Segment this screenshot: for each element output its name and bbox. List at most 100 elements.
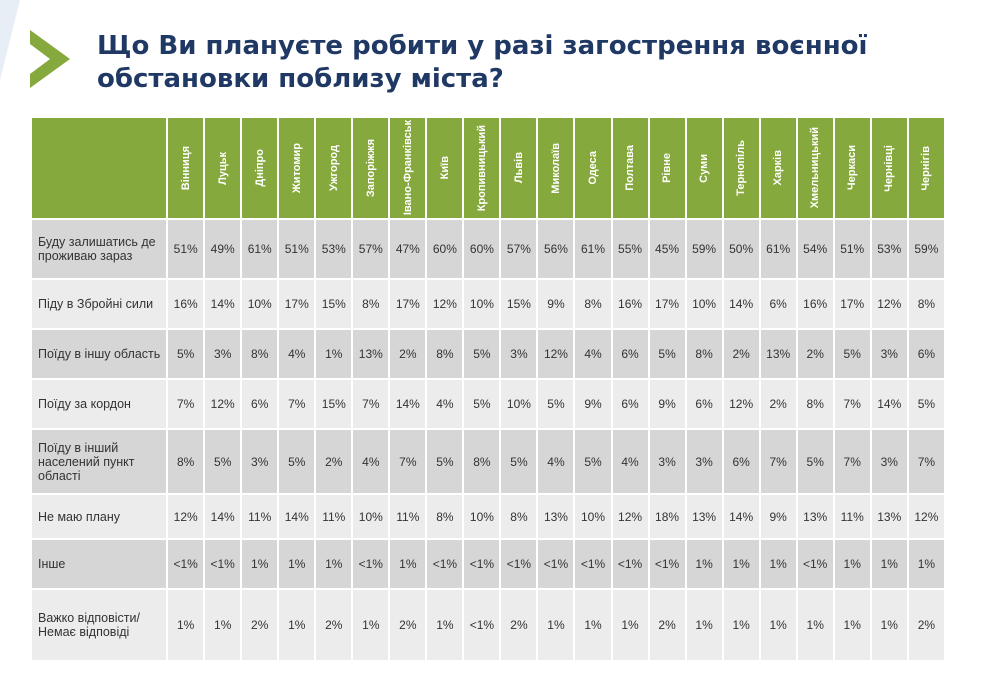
green-arrow-icon xyxy=(30,30,70,88)
value-cell: 9% xyxy=(760,495,796,540)
value-cell: 1% xyxy=(279,540,315,590)
value-cell: 8% xyxy=(168,430,204,495)
page-title: Що Ви плануєте робити у разі загострення… xyxy=(97,31,868,94)
value-cell: 5% xyxy=(797,430,833,495)
value-cell: 8% xyxy=(908,280,944,330)
value-cell: 12% xyxy=(908,495,944,540)
value-cell: 15% xyxy=(501,280,537,330)
value-cell: 8% xyxy=(353,280,389,330)
value-cell: 5% xyxy=(427,430,463,495)
value-cell: 4% xyxy=(427,380,463,430)
column-header-label: Вінниця xyxy=(179,145,192,191)
column-header-label: Івано-Франківськ xyxy=(401,120,414,216)
column-header-label: Чернігів xyxy=(920,145,933,191)
value-cell: 6% xyxy=(908,330,944,380)
value-cell: 7% xyxy=(353,380,389,430)
survey-table: Вінниця Луцьк Дніпро Житомир Ужгород Запоріжж… xyxy=(30,118,946,662)
value-cell: 59% xyxy=(908,220,944,280)
value-cell: 7% xyxy=(834,430,870,495)
value-cell: 3% xyxy=(205,330,241,380)
value-cell: 5% xyxy=(908,380,944,430)
value-cell: 3% xyxy=(242,430,278,495)
column-header: Тернопіль xyxy=(723,118,759,220)
value-cell: 12% xyxy=(723,380,759,430)
column-header: Київ xyxy=(427,118,463,220)
table-row: Буду залишатись де проживаю зараз 51% 49% 6… xyxy=(32,220,944,280)
value-cell: <1% xyxy=(649,540,685,590)
column-header: Миколаїв xyxy=(538,118,574,220)
value-cell: 2% xyxy=(797,330,833,380)
value-cell: 5% xyxy=(575,430,611,495)
value-cell: 12% xyxy=(538,330,574,380)
value-cell: 13% xyxy=(686,495,722,540)
value-cell: 1% xyxy=(168,590,204,662)
value-cell: 9% xyxy=(538,280,574,330)
value-cell: 5% xyxy=(279,430,315,495)
value-cell: <1% xyxy=(538,540,574,590)
value-cell: 10% xyxy=(501,380,537,430)
column-header-label: Тернопіль xyxy=(735,140,748,196)
value-cell: 2% xyxy=(316,430,352,495)
value-cell: 8% xyxy=(797,380,833,430)
value-cell: 51% xyxy=(168,220,204,280)
column-header: Івано-Франківськ xyxy=(390,118,426,220)
value-cell: 5% xyxy=(834,330,870,380)
column-header: Полтава xyxy=(612,118,648,220)
value-cell: <1% xyxy=(797,540,833,590)
value-cell: <1% xyxy=(612,540,648,590)
row-label: Піду в Збройні сили xyxy=(32,280,167,330)
value-cell: 51% xyxy=(834,220,870,280)
value-cell: 12% xyxy=(427,280,463,330)
value-cell: 6% xyxy=(612,380,648,430)
value-cell: 12% xyxy=(871,280,907,330)
row-label: Важко відповісти/Немає відповіді xyxy=(32,590,167,662)
column-header-label: Київ xyxy=(438,156,451,180)
row-label: Поїду в інший населений пункт області xyxy=(32,430,167,495)
table-row: Піду в Збройні сили 16% 14% 10% 17% 15% 8% 17% 1… xyxy=(32,280,944,330)
value-cell: 16% xyxy=(797,280,833,330)
value-cell: 8% xyxy=(575,280,611,330)
value-cell: 9% xyxy=(575,380,611,430)
value-cell: 2% xyxy=(501,590,537,662)
column-header: Рівне xyxy=(649,118,685,220)
column-header: Кропивницький xyxy=(464,118,500,220)
value-cell: 14% xyxy=(279,495,315,540)
value-cell: 5% xyxy=(538,380,574,430)
value-cell: 16% xyxy=(612,280,648,330)
value-cell: 10% xyxy=(575,495,611,540)
column-header: Дніпро xyxy=(242,118,278,220)
value-cell: 1% xyxy=(205,590,241,662)
column-header: Черкаси xyxy=(834,118,870,220)
value-cell: <1% xyxy=(168,540,204,590)
value-cell: <1% xyxy=(464,590,500,662)
value-cell: 13% xyxy=(797,495,833,540)
column-header-label: Черкаси xyxy=(846,145,859,191)
value-cell: 6% xyxy=(686,380,722,430)
value-cell: 17% xyxy=(390,280,426,330)
value-cell: 15% xyxy=(316,380,352,430)
value-cell: 8% xyxy=(427,330,463,380)
value-cell: 55% xyxy=(612,220,648,280)
column-header: Житомир xyxy=(279,118,315,220)
value-cell: 1% xyxy=(316,540,352,590)
value-cell: 60% xyxy=(464,220,500,280)
value-cell: 8% xyxy=(686,330,722,380)
value-cell: 10% xyxy=(464,495,500,540)
value-cell: 57% xyxy=(501,220,537,280)
value-cell: <1% xyxy=(427,540,463,590)
column-header-label: Дніпро xyxy=(253,149,266,187)
value-cell: 1% xyxy=(871,590,907,662)
value-cell: 7% xyxy=(168,380,204,430)
value-cell: 1% xyxy=(723,540,759,590)
value-cell: 2% xyxy=(908,590,944,662)
column-header: Чернівці xyxy=(871,118,907,220)
value-cell: 6% xyxy=(242,380,278,430)
value-cell: 11% xyxy=(242,495,278,540)
table-row: Поїду в іншу область 5% 3% 8% 4% 1% 13% 2% 8% 5% 3… xyxy=(32,330,944,380)
column-header-label: Луцьк xyxy=(216,151,229,185)
value-cell: 10% xyxy=(353,495,389,540)
value-cell: 1% xyxy=(686,590,722,662)
value-cell: 14% xyxy=(390,380,426,430)
value-cell: 61% xyxy=(575,220,611,280)
table-row: Важко відповісти/Немає відповіді 1% 1% 2% 1%… xyxy=(32,590,944,662)
